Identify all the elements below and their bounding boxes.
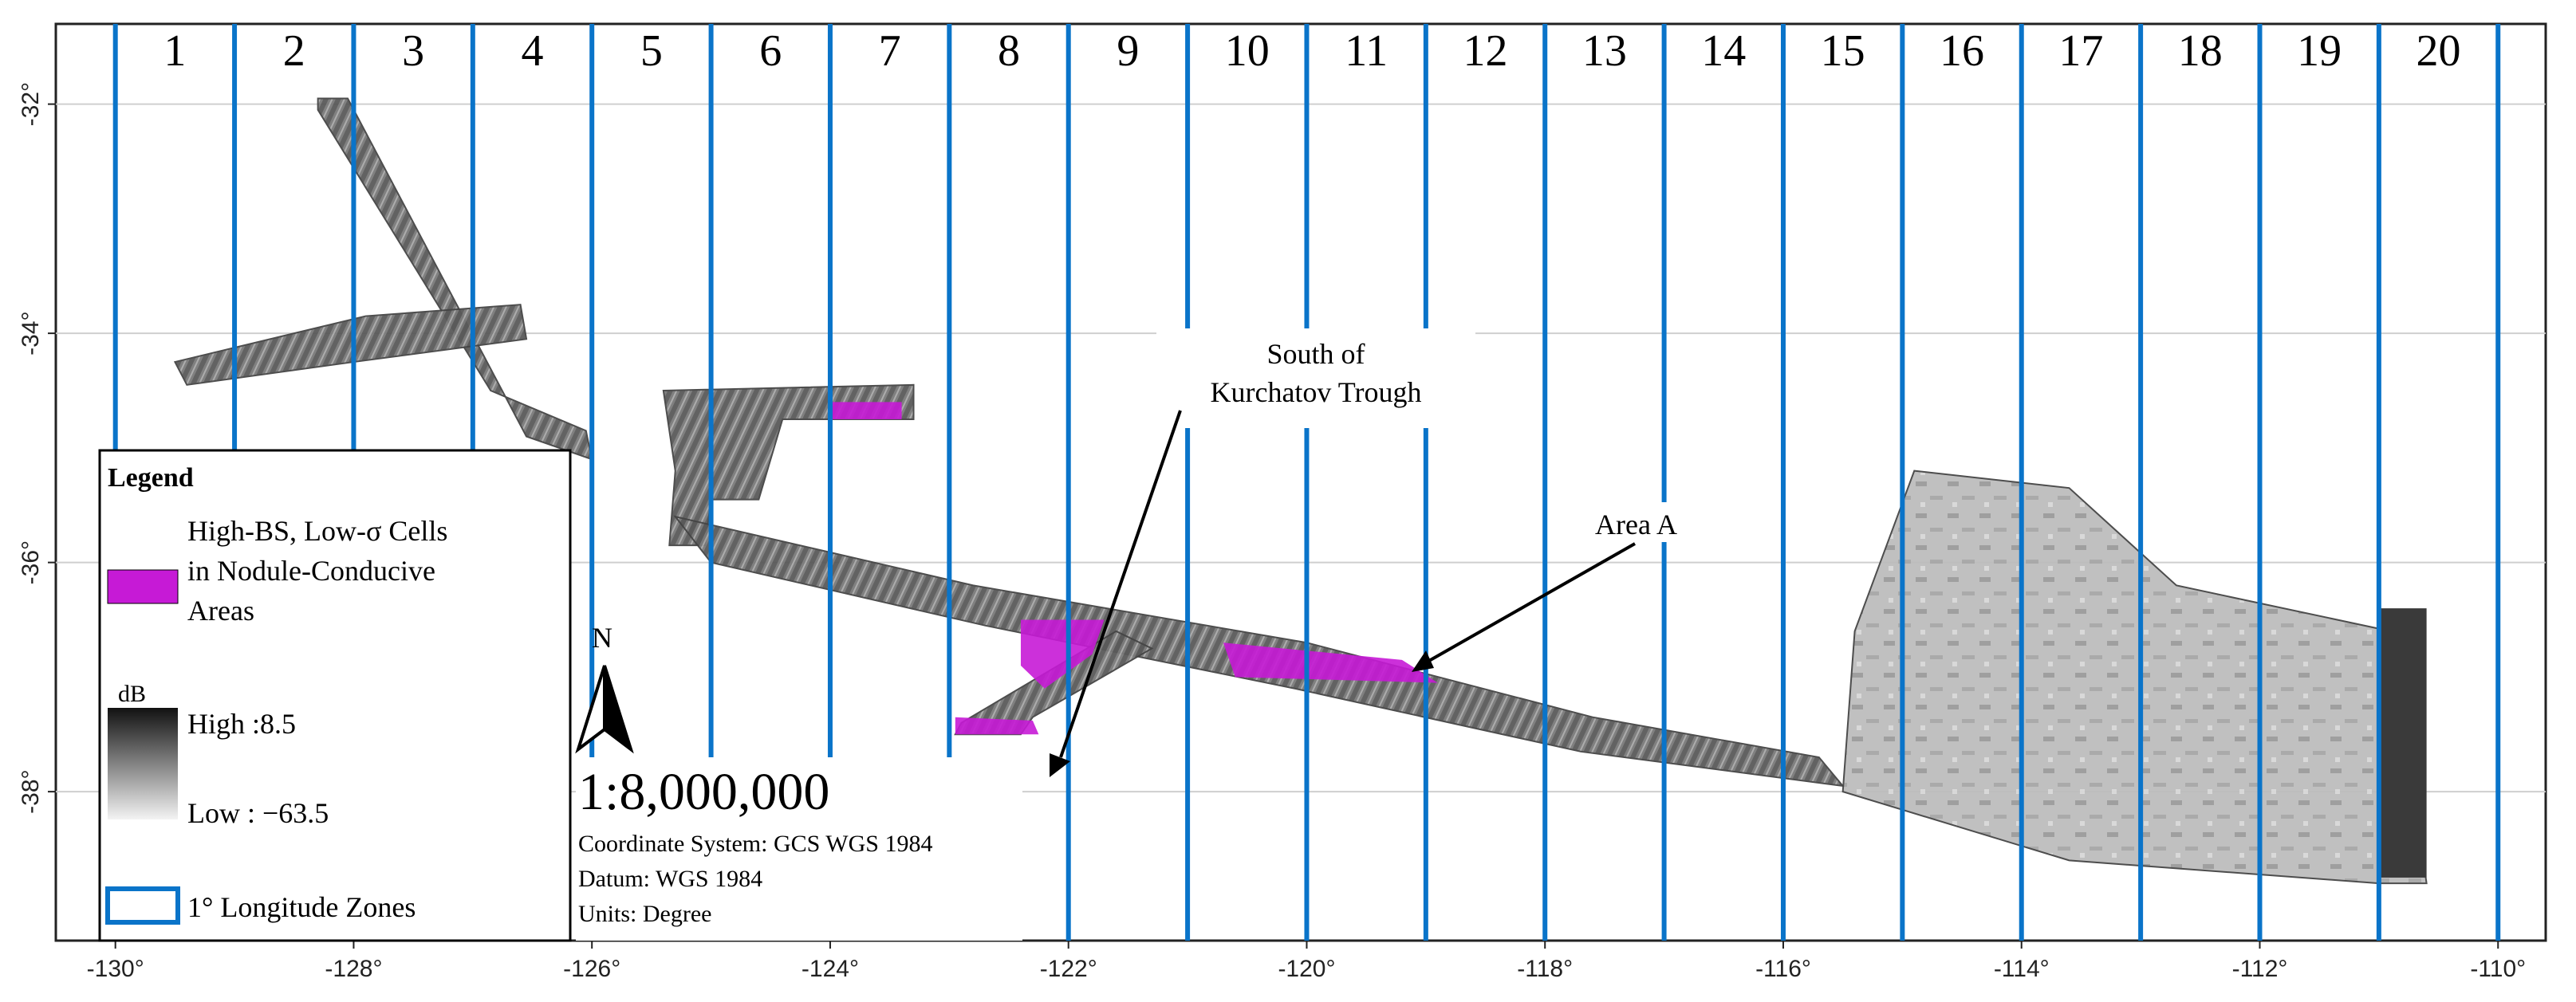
zone-label: 13: [1582, 26, 1627, 76]
legend-title: Legend: [108, 463, 194, 493]
north-arrow: N: [575, 622, 634, 754]
y-tick-label: -34°: [18, 311, 44, 355]
map-axes: -130° -128° -126° -124° -122° -120° -118° -116°…: [18, 82, 2526, 982]
map-legend: Legend High-BS, Low-σ Cells in Nodule-Co…: [98, 449, 572, 942]
north-arrow-label: N: [592, 622, 612, 654]
annotation-area-a: Area A: [1412, 502, 1719, 672]
zone-label: 10: [1225, 26, 1270, 76]
legend-color-ramp: [108, 708, 178, 819]
x-tick-label: -112°: [2232, 956, 2288, 982]
zone-label: 14: [1701, 26, 1746, 76]
x-tick-label: -116°: [1755, 956, 1811, 982]
zone-label: 17: [2058, 26, 2103, 76]
highlight-central-edge: [829, 402, 902, 419]
legend-highlight-label-line3: Areas: [187, 595, 254, 627]
arrowhead-area-a: [1412, 650, 1434, 672]
annotation-south-kurchatov-line1: South of: [1266, 338, 1365, 370]
zone-label: 8: [998, 26, 1020, 76]
swath-eastern-dark-edge: [2378, 608, 2427, 878]
zone-label: 5: [640, 26, 663, 76]
units-text: Units: Degree: [578, 901, 711, 927]
x-tick-label: -126°: [563, 956, 620, 982]
zone-label: 9: [1117, 26, 1139, 76]
zone-label: 19: [2297, 26, 2342, 76]
swath-northwest-track: [317, 97, 593, 461]
arrowhead-kurchatov: [1050, 753, 1070, 777]
swath-central-block: [662, 383, 915, 547]
nodule-highlight-cells: [829, 402, 1438, 735]
x-tick-label: -122°: [1040, 956, 1097, 982]
highlight-kurchatov: [955, 717, 1039, 735]
zone-label: 11: [1345, 26, 1388, 76]
y-tick-label: -38°: [18, 769, 44, 813]
annotation-south-kurchatov: South of Kurchatov Trough: [1050, 328, 1475, 777]
annotation-south-kurchatov-line2: Kurchatov Trough: [1210, 376, 1421, 408]
legend-ramp-unit: dB: [118, 681, 146, 707]
legend-ramp-low: Low : −63.5: [187, 797, 329, 829]
legend-zone-swatch: [105, 886, 180, 925]
highlight-branch-junction: [1020, 619, 1105, 689]
x-tick-label: -114°: [1994, 956, 2050, 982]
x-tick-label: -128°: [325, 956, 382, 982]
annotation-area-a-label: Area A: [1595, 509, 1677, 540]
y-tick-label: -32°: [18, 82, 44, 126]
zone-label: 20: [2416, 26, 2461, 76]
datum-text: Datum: WGS 1984: [578, 866, 762, 892]
north-arrow-right-half: [603, 665, 634, 754]
zone-label: 3: [402, 26, 424, 76]
zone-label: 6: [759, 26, 782, 76]
zone-label: 18: [2178, 26, 2223, 76]
coordinate-system-text: Coordinate System: GCS WGS 1984: [578, 831, 932, 857]
x-tick-label: -110°: [2470, 956, 2526, 982]
pointer-arrow-area-a: [1427, 542, 1636, 663]
legend-ramp-high: High :8.5: [187, 708, 296, 740]
map-scale: 1:8,000,000: [578, 763, 829, 821]
legend-box: [98, 449, 572, 942]
zone-label: 15: [1821, 26, 1865, 76]
legend-highlight-label-line2: in Nodule-Conducive: [187, 555, 435, 587]
x-tick-label: -124°: [802, 956, 859, 982]
legend-highlight-label-line1: High-BS, Low-σ Cells: [187, 515, 447, 547]
x-tick-label: -118°: [1517, 956, 1573, 982]
y-tick-label: -36°: [18, 540, 44, 584]
legend-highlight-swatch: [107, 569, 179, 604]
highlight-area-a: [1223, 642, 1438, 683]
pointer-arrow-kurchatov: [1059, 410, 1182, 758]
zone-label: 1: [163, 26, 186, 76]
x-tick-label: -130°: [87, 956, 144, 982]
swath-west-track: [173, 304, 528, 386]
zone-label: 4: [522, 26, 544, 76]
zone-label: 16: [1940, 26, 1984, 76]
zone-label: 7: [879, 26, 901, 76]
legend-zones-label: 1° Longitude Zones: [187, 891, 416, 923]
x-tick-label: -120°: [1278, 956, 1335, 982]
zone-label: 2: [283, 26, 305, 76]
zone-label: 12: [1463, 26, 1508, 76]
